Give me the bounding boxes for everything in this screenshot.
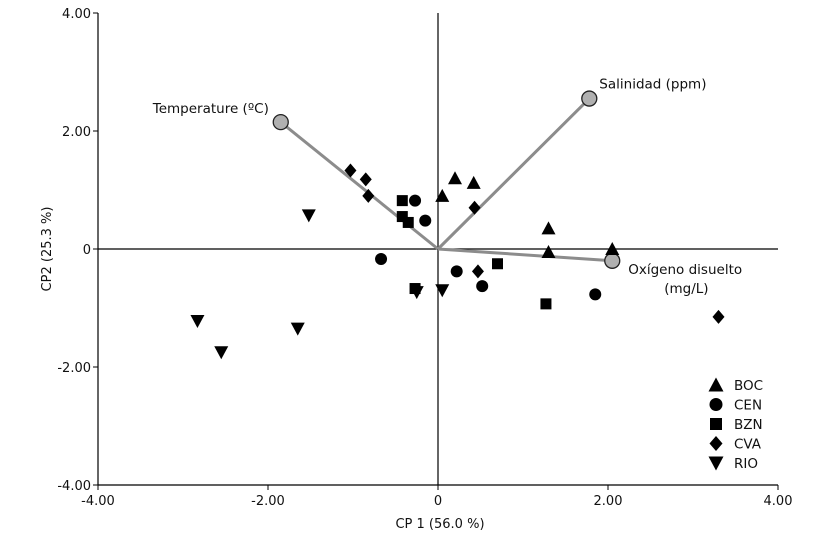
- legend-label-rio: RIO: [734, 456, 758, 472]
- x-tick-label: 0: [434, 494, 442, 509]
- loading-vector-label: Temperature (ºC): [152, 101, 269, 117]
- point-bzn: [492, 258, 503, 270]
- point-bzn: [396, 211, 408, 223]
- y-axis-title: CP2 (25.3 %): [40, 207, 55, 292]
- point-boc: [466, 175, 481, 189]
- point-bzn: [396, 195, 408, 207]
- point-cva: [471, 264, 484, 279]
- point-cva: [712, 309, 725, 324]
- loading-vector-label: Salinidad (ppm): [599, 77, 706, 93]
- point-cen: [589, 288, 602, 301]
- point-cva: [359, 172, 372, 187]
- legend-marker-cva: [709, 436, 723, 451]
- loading-vectors: Temperature (ºC) Salinidad (ppm) Oxígeno d…: [152, 77, 742, 297]
- legend-label-cva: CVA: [734, 437, 762, 453]
- legend-label-boc: BOC: [734, 378, 763, 394]
- loading-vector-endpoint: [272, 114, 289, 131]
- x-tick-label: 2.00: [594, 494, 623, 509]
- loading-vector-line: [279, 120, 439, 251]
- point-boc: [541, 244, 556, 258]
- legend-marker-bzn: [710, 418, 722, 430]
- y-tick-label: -4.00: [57, 479, 91, 494]
- x-tick-label: 4.00: [764, 494, 793, 509]
- point-boc: [435, 188, 450, 202]
- legend-marker-rio: [708, 456, 724, 471]
- loading-vector-line: [437, 247, 613, 263]
- y-tick-label: 0: [83, 243, 91, 258]
- loading-vector-label: (mg/L): [664, 281, 708, 297]
- data-points: [190, 163, 725, 360]
- point-cva: [468, 200, 481, 215]
- tick-labels: -4.00 -2.00 0 2.00 4.00 -4.00 -2.00 0 2.00 4.00: [57, 7, 792, 509]
- point-boc: [605, 242, 620, 255]
- point-boc: [448, 171, 462, 185]
- point-cen: [375, 253, 388, 266]
- legend-marker-boc: [708, 377, 724, 392]
- legend-label-bzn: BZN: [734, 417, 763, 433]
- point-cen: [419, 214, 432, 227]
- loading-vector-endpoint: [581, 90, 598, 107]
- legend: BOC CEN BZN CVA RIO: [708, 377, 763, 472]
- legend-marker-cen: [709, 398, 723, 411]
- point-rio: [290, 322, 305, 336]
- x-tick-label: -2.00: [251, 494, 285, 509]
- y-tick-label: 4.00: [62, 7, 91, 22]
- point-cen: [476, 280, 489, 293]
- y-tick-label: 2.00: [62, 125, 91, 140]
- loading-vector-line: [436, 97, 591, 251]
- point-rio: [409, 286, 424, 300]
- point-rio: [214, 346, 229, 360]
- point-rio: [435, 284, 450, 298]
- point-cen: [409, 194, 422, 207]
- point-bzn: [402, 216, 414, 228]
- point-rio: [301, 209, 316, 223]
- legend-label-cen: CEN: [734, 398, 762, 414]
- point-cva: [362, 188, 375, 203]
- point-boc: [541, 221, 556, 235]
- point-cva: [344, 163, 357, 178]
- point-cen: [450, 265, 463, 278]
- point-bzn: [540, 298, 552, 310]
- x-tick-label: -4.00: [81, 494, 115, 509]
- point-rio: [190, 314, 205, 328]
- loading-vector-endpoint: [604, 252, 621, 269]
- x-axis-title: CP 1 (56.0 %): [395, 517, 484, 532]
- loading-vector-label: Oxígeno disuelto: [628, 262, 742, 278]
- y-tick-label: -2.00: [57, 361, 91, 376]
